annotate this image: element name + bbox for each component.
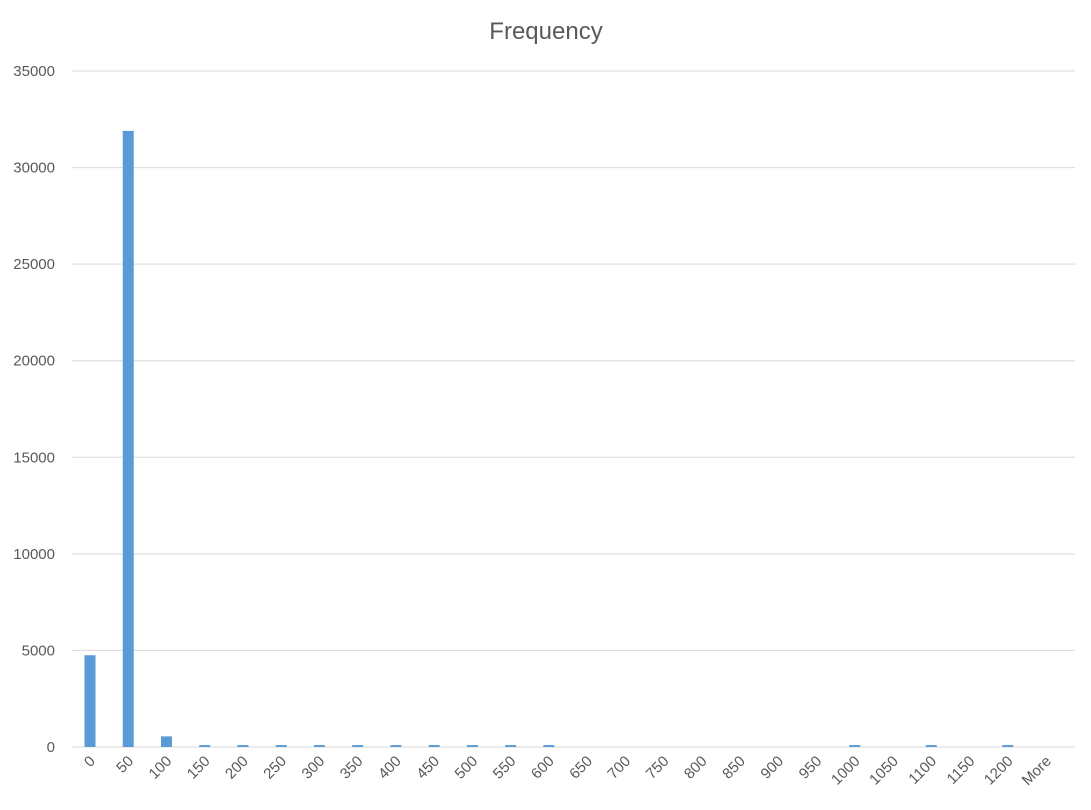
bar bbox=[1002, 745, 1014, 747]
y-tick-label: 20000 bbox=[13, 353, 55, 370]
x-tick-label: 1050 bbox=[866, 753, 902, 789]
bars bbox=[84, 130, 1014, 748]
chart-title: Frequency bbox=[489, 18, 602, 45]
y-tick-label: 30000 bbox=[13, 160, 55, 177]
x-tick-label: 850 bbox=[719, 753, 749, 783]
x-tick-label: 1200 bbox=[981, 753, 1017, 789]
x-tick-label: 600 bbox=[528, 753, 558, 783]
x-tick-label: 550 bbox=[490, 753, 520, 783]
bar bbox=[160, 736, 172, 747]
bar bbox=[84, 655, 96, 747]
x-tick-label: 700 bbox=[604, 753, 634, 783]
x-tick-label: 50 bbox=[113, 753, 137, 777]
x-tick-label: 500 bbox=[452, 753, 482, 783]
x-tick-label: 0 bbox=[81, 753, 99, 771]
x-tick-label: 350 bbox=[337, 753, 367, 783]
x-tick-label: 300 bbox=[299, 753, 329, 783]
bar bbox=[925, 745, 937, 747]
y-tick-label: 35000 bbox=[13, 63, 55, 80]
bar bbox=[313, 745, 325, 747]
y-tick-label: 10000 bbox=[13, 546, 55, 563]
bar bbox=[237, 745, 249, 747]
y-tick-label: 5000 bbox=[22, 642, 55, 659]
x-tick-label: 1150 bbox=[944, 753, 979, 788]
y-axis-ticks: 0 5000 10000 15000 20000 25000 30000 35000 bbox=[13, 63, 55, 756]
x-tick-label: 200 bbox=[222, 753, 252, 783]
bar bbox=[352, 745, 364, 747]
bar bbox=[505, 745, 517, 747]
bar bbox=[199, 745, 211, 747]
bar bbox=[428, 745, 440, 747]
x-axis-ticks: 0 50 100 150 200 250 300 350 400 450 500 550 600 650 7… bbox=[81, 753, 1055, 789]
x-tick-label: 1100 bbox=[905, 753, 940, 788]
bar bbox=[849, 745, 861, 747]
x-tick-label: 1000 bbox=[828, 753, 864, 789]
x-tick-label: 950 bbox=[796, 753, 826, 783]
x-tick-label: 250 bbox=[260, 753, 290, 783]
x-tick-label: 650 bbox=[566, 753, 596, 783]
x-tick-label: 100 bbox=[146, 753, 176, 783]
bar bbox=[275, 745, 287, 747]
x-tick-label: 450 bbox=[413, 753, 443, 783]
x-tick-label: 150 bbox=[184, 753, 214, 783]
x-tick-label: 400 bbox=[375, 753, 405, 783]
bar bbox=[543, 745, 555, 747]
gridlines bbox=[72, 70, 1075, 748]
x-tick-label: More bbox=[1019, 753, 1055, 789]
y-tick-label: 25000 bbox=[13, 256, 55, 273]
x-tick-label: 750 bbox=[643, 753, 673, 783]
bar bbox=[466, 745, 478, 747]
bar bbox=[390, 745, 402, 747]
y-tick-label: 0 bbox=[47, 739, 55, 756]
x-tick-label: 900 bbox=[757, 753, 787, 783]
x-tick-label: 800 bbox=[681, 753, 711, 783]
bar bbox=[122, 130, 134, 748]
y-tick-label: 15000 bbox=[13, 449, 55, 466]
